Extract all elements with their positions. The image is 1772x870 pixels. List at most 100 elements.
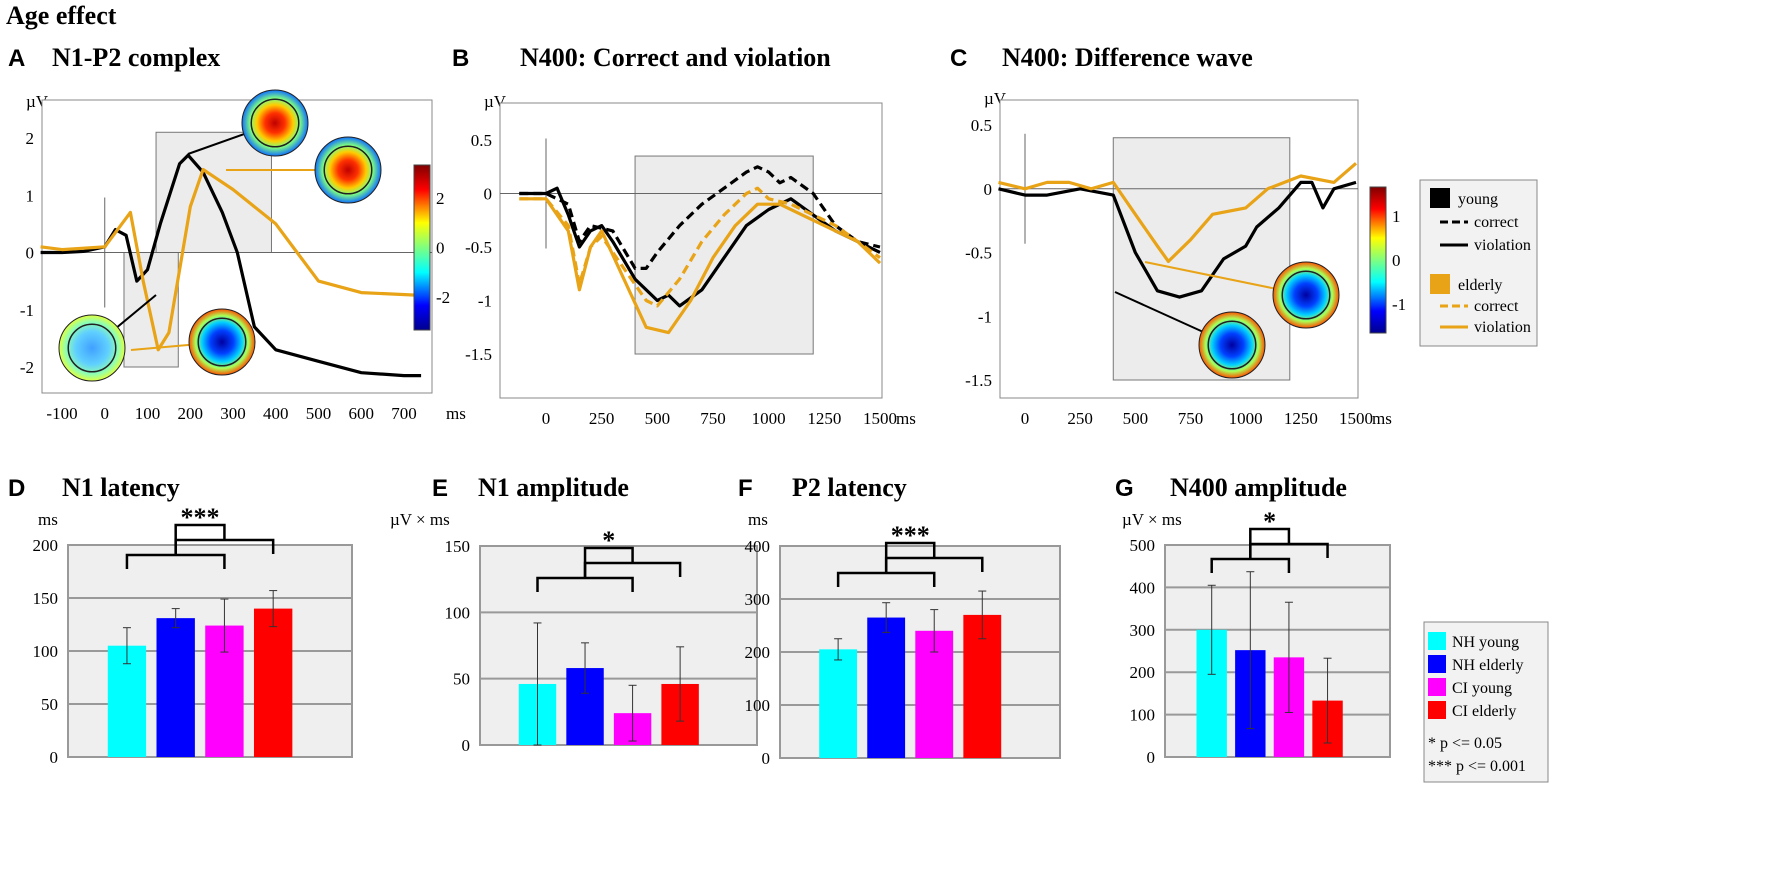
y-tick-label: 1 [26,186,35,205]
y-tick-label: 50 [41,695,58,714]
panel-letter: C [950,45,967,72]
waveform-elderly-violation [519,197,882,335]
head-outline-icon [67,323,117,373]
waveform-young-violation [519,186,881,308]
bar-NH-young [819,649,858,758]
head-outline-icon [1207,320,1257,370]
figure-title: Age effect [6,1,117,30]
x-tick-label: 500 [1123,409,1149,428]
significance-bracket [1249,527,1291,559]
y-tick-label: 200 [1130,663,1156,682]
head-outline-icon [250,98,300,148]
y-tick-label: 0 [484,185,493,204]
panel-letter: E [432,475,448,502]
colorbar-tick-label: 0 [436,239,445,258]
colorbar-tick-label: 2 [436,189,445,208]
bar-NH-young [107,645,147,757]
panel-title: N400: Correct and violation [520,43,831,72]
y-tick-label: 0 [1147,748,1156,767]
bar-NH-elderly [156,618,195,757]
significance-bracket [583,546,634,578]
y-tick-label: 200 [745,643,771,662]
significance-bracket [174,523,226,555]
y-tick-label: 400 [745,537,771,556]
x-tick-label: 400 [263,404,289,423]
y-tick-label: 300 [745,590,771,609]
significance-stars: * [602,526,615,555]
waveform-young-correct [519,165,881,270]
colorbar [1369,186,1387,334]
y-tick-label: -1 [20,301,34,320]
legend-violation: violation [1474,237,1531,254]
panel-letter: G [1115,475,1134,502]
x-tick-label: 1000 [1229,409,1263,428]
panel-letter: D [8,475,25,502]
legend-item: CI elderly [1452,703,1516,720]
x-tick-label: 500 [306,404,332,423]
panel-title: N1 amplitude [478,473,629,502]
significance-stars: * [1263,507,1276,536]
x-tick-label: 0 [542,409,551,428]
colorbar-tick-label: 1 [1392,207,1401,226]
y-tick-label: 150 [33,589,59,608]
y-tick-label: 0.5 [971,116,992,135]
legend-item: CI young [1452,680,1512,697]
young-swatch [1430,188,1450,208]
x-tick-label: 100 [135,404,161,423]
legend-item: NH elderly [1452,657,1524,674]
y-tick-label: 400 [1130,578,1156,597]
y-tick-label: 100 [1130,706,1156,725]
y-tick-label: -1.5 [465,345,492,364]
significance-bracket [884,541,936,573]
colorbar-tick-label: 0 [1392,251,1401,270]
y-tick-label: 50 [453,670,470,689]
x-tick-label: 1500 [1339,409,1373,428]
y-axis-label: ms [38,510,58,529]
significance-stars: *** [891,521,930,550]
x-axis-label: ms [896,409,916,428]
panel-title: N400: Difference wave [1002,43,1253,72]
y-tick-label: 500 [1130,536,1156,555]
y-tick-label: 150 [445,537,471,556]
bar-CI-elderly [253,608,293,757]
elderly-swatch [1430,274,1450,294]
legend-sig-05: * p <= 0.05 [1428,735,1502,752]
panel-letter: B [452,45,469,72]
x-tick-label: 0 [101,404,110,423]
legend-young: young [1458,191,1498,208]
y-tick-label: -1 [978,307,992,326]
y-tick-label: -0.5 [965,244,992,263]
x-tick-label: 700 [391,404,417,423]
y-axis-label: ms [748,510,768,529]
x-tick-label: 500 [645,409,671,428]
x-tick-label: 750 [1178,409,1204,428]
colorbar-tick-label: -2 [436,288,450,307]
x-tick-label: 300 [220,404,246,423]
legend-swatch [1428,655,1446,673]
panel-letter: F [738,475,753,502]
waveform-elderly [998,162,1358,263]
y-tick-label: 300 [1130,621,1156,640]
head-outline-icon [197,317,247,367]
x-tick-label: 250 [1067,409,1093,428]
legend-sig-001: *** p <= 0.001 [1428,758,1526,775]
y-tick-label: -1 [478,292,492,311]
y-tick-label: 0.5 [471,131,492,150]
colorbar [413,164,431,331]
legend-swatch [1428,632,1446,650]
x-tick-label: -100 [46,404,77,423]
y-tick-label: 100 [745,696,771,715]
y-axis-label: µV × ms [390,510,450,529]
legend-correct: correct [1474,298,1519,315]
head-outline-icon [323,145,373,195]
legend-swatch [1428,701,1446,719]
x-tick-label: 1500 [863,409,897,428]
panel-title: N1 latency [62,473,180,502]
x-tick-label: 1250 [1284,409,1318,428]
legend-item: NH young [1452,634,1519,651]
y-tick-label: 2 [26,129,35,148]
y-tick-label: 0 [462,736,471,755]
panel-letter: A [8,45,25,72]
legend-correct: correct [1474,214,1519,231]
panel-title: N400 amplitude [1170,473,1347,502]
